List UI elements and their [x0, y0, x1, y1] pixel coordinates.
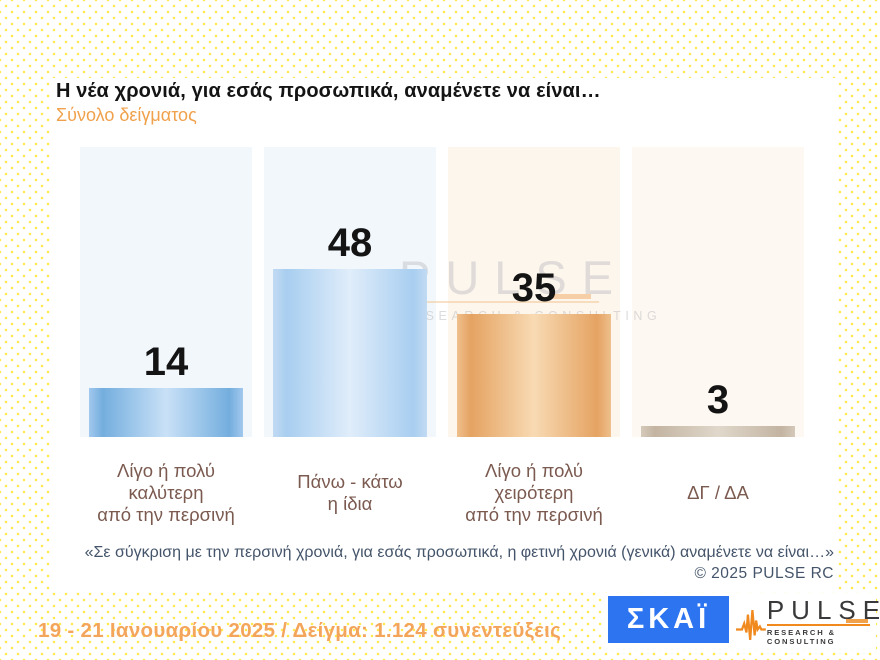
pulse-logo-name: PULSE [766, 595, 880, 625]
bar-chart: 14 48 35 3 [80, 147, 804, 437]
bar-worse [457, 314, 611, 437]
category-label-same: Πάνω - κάτω η ίδια [297, 471, 403, 514]
pulse-logo-tagline: RESEARCH & CONSULTING [766, 628, 837, 647]
category-label-worse: Λίγο ή πολύ χειρότερη από την περσινή [465, 460, 603, 525]
chart-column-worse: 35 [448, 147, 620, 437]
chart-subtitle: Σύνολο δείγματος [56, 105, 197, 125]
logo-area: ΣΚΑΪ PULSE RESEARCH & CONSULTING [604, 593, 880, 649]
category-label-better: Λίγο ή πολύ καλύτερη από την περσινή [97, 460, 235, 525]
fieldwork-date-sample: 19 - 21 Ιανουαρίου 2025 / Δείγμα: 1.124 … [38, 619, 562, 642]
pulse-logo-small-mark [845, 619, 868, 624]
chart-column-same: 48 [264, 147, 436, 437]
chart-title: Η νέα χρονιά, για εσάς προσωπικά, αναμέν… [56, 80, 601, 102]
data-label: 3 [706, 378, 730, 422]
copyright: © 2025 PULSE RC [694, 565, 834, 582]
data-label: 35 [511, 266, 557, 310]
skai-logo: ΣΚΑΪ [608, 596, 729, 643]
pulse-logo: PULSE RESEARCH & CONSULTING [736, 595, 880, 647]
chart-card: Η νέα χρονιά, για εσάς προσωπικά, αναμέν… [50, 78, 837, 591]
data-label: 14 [143, 340, 189, 384]
pulse-logo-underline [766, 619, 870, 627]
category-label-dontknow: ΔΓ / ΔΑ [687, 482, 749, 504]
bar-dontknow [641, 426, 795, 437]
chart-column-dontknow: 3 [632, 147, 804, 437]
category-labels: Λίγο ή πολύ καλύτερη από την περσινή Πάν… [80, 458, 804, 528]
pulse-logo-text: PULSE RESEARCH & CONSULTING [766, 595, 880, 647]
bar-better [89, 388, 243, 437]
question-note: «Σε σύγκριση με την περσινή χρονιά, για … [84, 544, 834, 561]
chart-column-better: 14 [80, 147, 252, 437]
pulse-waveform-icon [736, 609, 766, 641]
data-label: 48 [327, 221, 373, 265]
bar-same [273, 269, 427, 437]
